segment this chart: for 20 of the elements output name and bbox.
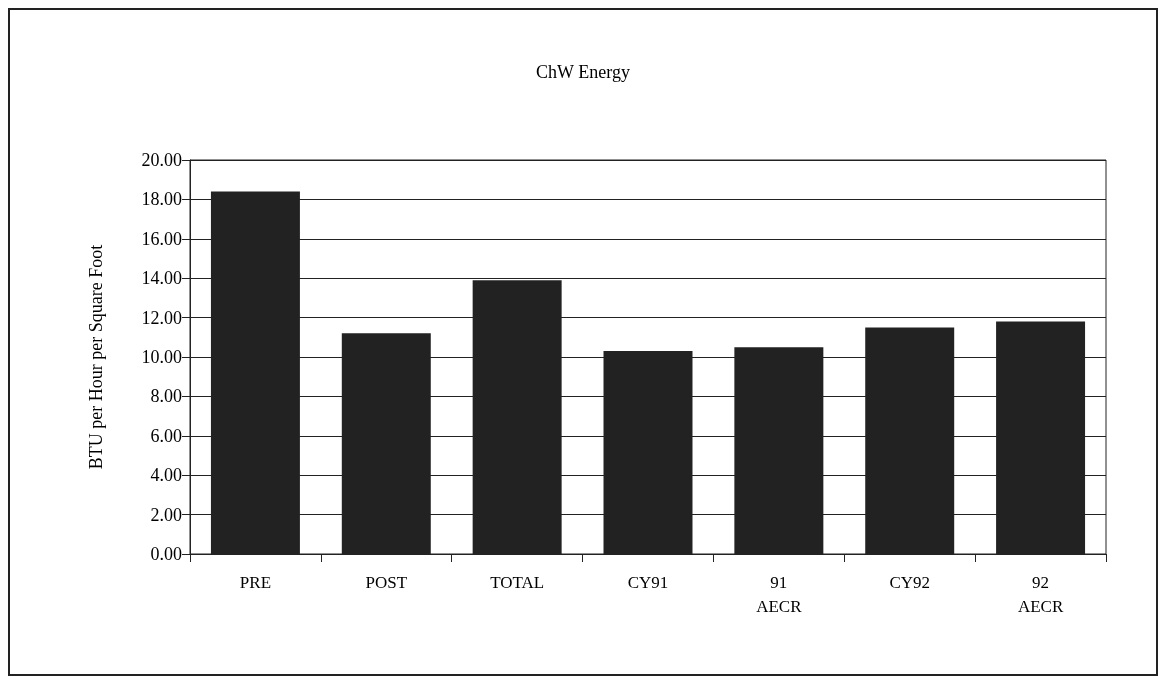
- y-tick-label: 12.00: [141, 307, 182, 328]
- y-tick-label: 2.00: [150, 504, 182, 525]
- x-tick-label: 91 AECR: [756, 572, 803, 616]
- y-tick-label: 18.00: [141, 189, 182, 210]
- x-tick-label: POST: [365, 572, 408, 592]
- y-tick-label: 4.00: [150, 465, 182, 486]
- y-axis-title: BTU per Hour per Square Foot: [86, 244, 106, 470]
- x-tick-label: TOTAL: [490, 572, 545, 592]
- x-tick-label: PRE: [239, 572, 272, 592]
- y-tick-label: 0.00: [150, 544, 182, 564]
- x-tick-label: CY91: [627, 572, 669, 592]
- y-tick-label: 6.00: [150, 425, 182, 446]
- y-tick-label: 14.00: [141, 268, 182, 289]
- y-tick-label: 8.00: [150, 386, 182, 407]
- x-tick-label: CY92: [889, 572, 931, 592]
- y-tick-label: 16.00: [141, 228, 182, 249]
- chart-title: ChW Energy: [536, 62, 630, 82]
- y-tick-label: 20.00: [141, 150, 182, 170]
- y-tick-label: 10.00: [141, 347, 182, 367]
- x-tick-label: 92 AECR: [1017, 572, 1064, 616]
